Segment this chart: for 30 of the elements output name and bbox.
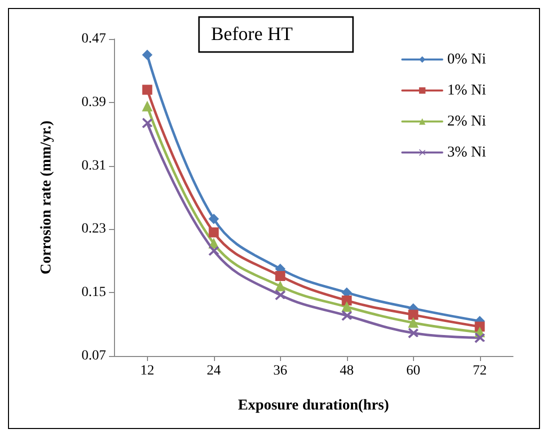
point (208, 214, 219, 224)
legend-label: 1% Ni (447, 82, 486, 98)
point (342, 296, 352, 306)
x-tick-label: 36 (273, 364, 288, 378)
x-tick-label: 12 (140, 364, 154, 378)
y-tick-label: 0.15 (82, 285, 106, 300)
legend-label: 3% Ni (447, 144, 486, 160)
x-tick-label: 60 (406, 364, 420, 378)
y-tick-label: 0.47 (82, 32, 106, 46)
point (275, 281, 286, 292)
point (142, 101, 152, 112)
point (408, 310, 418, 320)
y-tick-label: 0.31 (82, 158, 106, 174)
y-tick-label: 0.39 (82, 94, 106, 110)
x-tick-label: 24 (206, 364, 221, 378)
chart-title: Before HT (211, 24, 294, 45)
point (342, 302, 352, 312)
y-tick-label: 0.23 (82, 222, 106, 237)
point (408, 318, 418, 328)
y-tick-label: 0.07 (82, 348, 106, 364)
x-axis-title: Exposure duration(hrs) (238, 398, 389, 414)
point (142, 84, 152, 95)
point (208, 227, 219, 238)
point (275, 270, 286, 281)
point (142, 50, 152, 60)
x-tick-label: 48 (340, 364, 354, 378)
x-tick-label: 72 (472, 364, 487, 378)
y-axis-title: Corrosion rate (mm/yr.) (38, 120, 54, 274)
legend-label: 2% Ni (447, 114, 486, 130)
legend-label: 0% Ni (447, 52, 486, 68)
